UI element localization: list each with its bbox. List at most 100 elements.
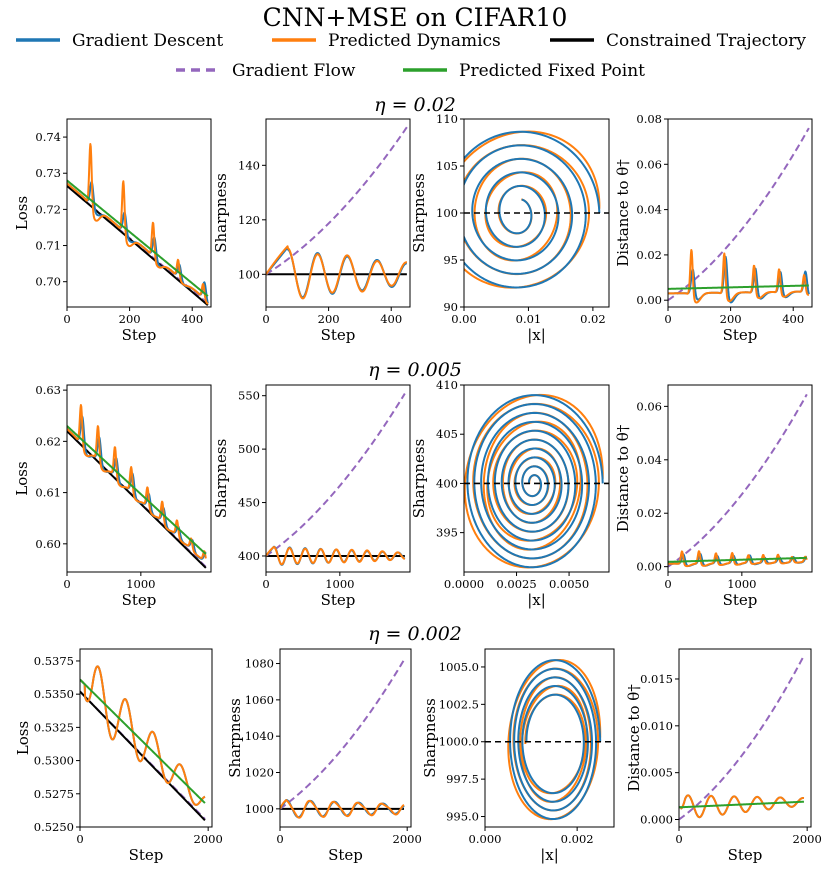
predicted-dynamics-line [67,143,209,305]
legend-label: Gradient Descent [72,31,223,51]
predicted-fixed-point-line [668,284,810,290]
axes-frame [667,384,813,573]
y-tick-label: 1002.5 [439,697,479,711]
gradient-descent-line [466,394,604,569]
y-tick-label: 0.70 [35,275,61,289]
y-tick-label: 0.08 [636,112,662,126]
y-tick-label: 0.5300 [34,754,74,768]
y-tick-label: 0.015 [640,672,673,686]
predicted-dynamics-line [280,799,405,819]
gradient-flow-line [679,655,805,821]
axes-frame [678,648,812,828]
axes-frame [66,118,212,308]
gradient-descent-line [509,659,602,821]
y-tick-label: 1000 [245,802,274,816]
x-tick-label: 0.0000 [444,577,484,591]
x-axis-label: Step [321,326,356,344]
panel-loss-2: 0 2000 0.5250 0.5275 0.5300 0.5325 0.5350 0.537… [14,648,223,864]
y-tick-label: 0.5350 [34,687,74,701]
legend-label: Predicted Fixed Point [459,61,645,81]
predicted-dynamics-line [67,404,207,560]
y-axis-label: Sharpness [212,439,230,519]
y-axis-label: Distance to θ† [614,159,632,267]
panel-sharp-0: 0 200 400 100 120 140 Step Sharpness [212,118,411,344]
y-tick-label: 1000.0 [439,735,479,749]
x-tick-label: 1000 [126,577,155,591]
plot-area [668,393,808,568]
gradient-flow-line [266,126,408,276]
plot-area [464,393,609,569]
y-axis-label: Distance to θ† [625,684,643,792]
panel-dist-1: 0 1000 0.00 0.02 0.04 0.06 Step Distance to θ† [614,384,813,609]
y-tick-label: 0.5325 [34,720,74,734]
x-tick-label: 1000 [325,577,354,591]
legend-label: Predicted Dynamics [328,31,501,51]
y-axis-label: Loss [14,721,32,755]
predicted-fixed-point-line [668,556,808,563]
x-tick-label: 2000 [393,832,422,846]
y-tick-label: 0.00 [636,560,662,574]
axes-frame [66,384,212,573]
x-tick-label: 2000 [194,832,223,846]
panel-dist-2: 0 2000 0.000 0.005 0.010 0.015 Step Distance to… [625,648,822,864]
x-axis-label: Step [321,591,356,609]
gradient-descent-line [464,130,601,289]
y-tick-label: 410 [436,378,458,392]
y-tick-label: 0.73 [35,166,61,180]
y-tick-label: 90 [443,300,458,314]
plot-area [668,127,810,304]
x-tick-label: 0 [664,577,671,591]
x-axis-label: Step [122,591,157,609]
panel-sharp-2: 0 2000 1000 1020 1040 1060 1080 Step Sharpness [226,648,422,864]
plot-area [67,143,209,306]
y-tick-label: 105 [436,159,458,173]
y-axis-label: Sharpness [421,698,439,778]
x-axis-label: Step [728,846,763,864]
y-tick-label: 1080 [245,657,274,671]
plot-area [464,130,609,289]
y-axis-label: Sharpness [410,439,428,519]
gradient-flow-line [668,393,808,568]
axes-frame [484,648,615,828]
y-tick-label: 1060 [245,693,274,707]
y-axis-label: Loss [13,461,31,495]
x-tick-label: 200 [119,312,141,326]
predicted-fixed-point-line [679,800,805,809]
y-tick-label: 0.02 [636,506,662,520]
gradient-descent-line [266,246,408,299]
x-tick-label: 1000 [727,577,756,591]
axes-frame [279,648,412,828]
x-tick-label: 400 [181,312,203,326]
y-tick-label: 0.06 [636,399,662,413]
y-axis-label: Loss [13,196,31,230]
plot-area [485,658,614,821]
y-tick-label: 0.5375 [34,654,74,668]
x-tick-label: 0 [63,312,70,326]
x-axis-label: Step [129,846,164,864]
y-tick-label: 0.74 [35,130,61,144]
predicted-dynamics-line [266,245,408,300]
row-title: η = 0.02 [374,94,456,116]
panel-phase-1: 0.0000 0.0025 0.0050 395 400 405 410 |x| Sharpne… [410,378,610,609]
row-title: η = 0.005 [368,359,462,381]
y-tick-label: 0.04 [636,203,662,217]
row-title: η = 0.002 [368,623,462,645]
y-tick-label: 100 [436,206,458,220]
panel-phase-0: 0.00 0.01 0.02 90 95 100 105 110 |x| Sharpness [410,112,610,344]
y-tick-label: 0.61 [35,486,61,500]
figure-title: CNN+MSE on CIFAR10 [263,3,568,32]
y-tick-label: 500 [238,442,260,456]
plot-area [280,659,405,819]
y-tick-label: 400 [238,549,260,563]
x-tick-label: 0.0050 [549,577,589,591]
gradient-descent-line [67,415,207,560]
y-axis-label: Distance to θ† [614,424,632,532]
predicted-dynamics-line [679,794,805,819]
y-tick-label: 0.010 [640,719,673,733]
gradient-flow-line [280,659,405,810]
x-axis-label: Step [723,326,758,344]
y-tick-label: 0.72 [35,202,61,216]
y-tick-label: 0.06 [636,157,662,171]
y-tick-label: 120 [238,213,260,227]
